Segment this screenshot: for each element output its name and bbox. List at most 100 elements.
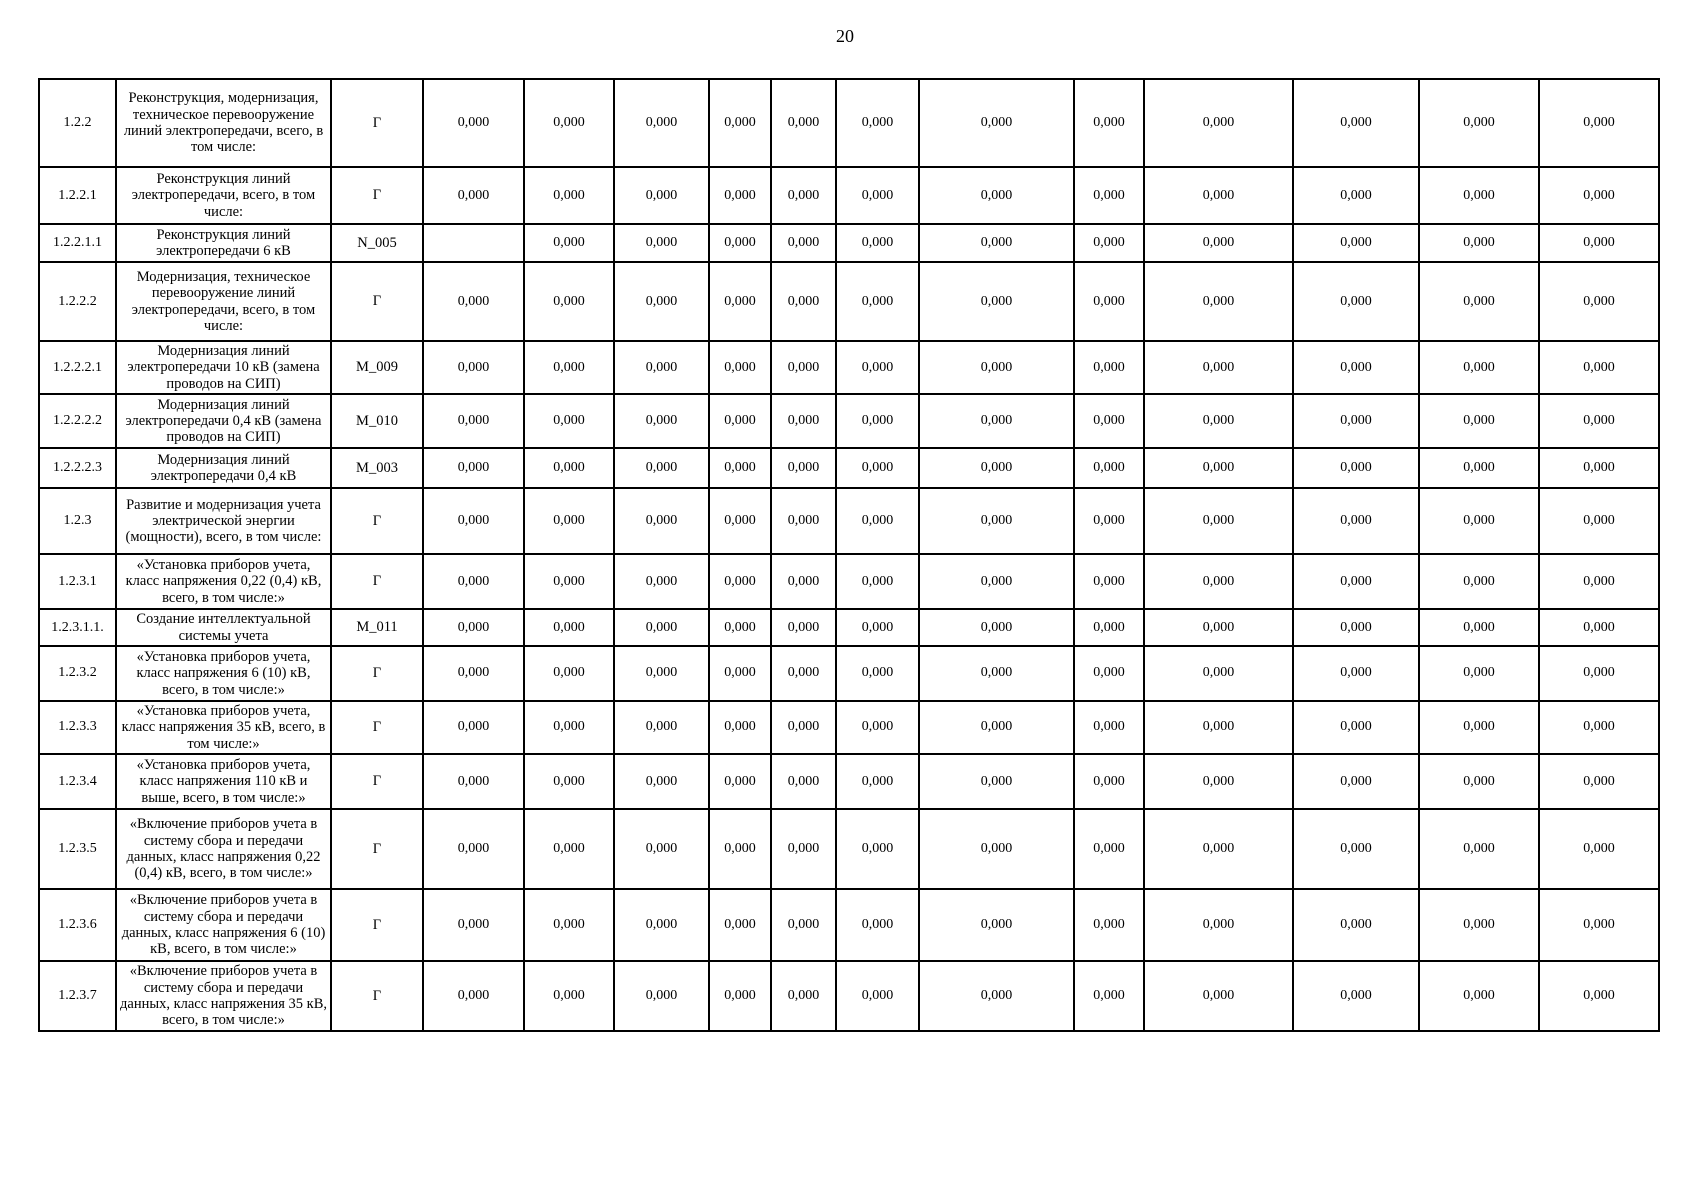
value-cell: 0,000 (422, 960, 525, 1032)
row-number-cell: 1.2.3.7 (38, 960, 117, 1032)
value-cell: 0,000 (835, 339, 920, 396)
row-number-cell: 1.2.2.1 (38, 166, 117, 225)
value-cell: 0,000 (422, 447, 525, 490)
value-cell: 0,000 (918, 753, 1075, 810)
value-cell: 0,000 (1538, 644, 1660, 702)
value-cell: 0,000 (523, 888, 615, 962)
value-cell: 0,000 (422, 166, 525, 225)
value-cell (422, 223, 525, 263)
value-cell: 0,000 (708, 644, 772, 702)
table-row: 1.2.3.1.1. Создание интеллектуальной сист… (38, 608, 1660, 647)
value-cell: 0,000 (770, 644, 837, 702)
value-cell: 0,000 (708, 223, 772, 263)
value-cell: 0,000 (523, 644, 615, 702)
value-cell: 0,000 (1143, 223, 1294, 263)
code-cell: M_003 (330, 447, 424, 490)
value-cell: 0,000 (613, 699, 710, 756)
value-cell: 0,000 (523, 808, 615, 890)
value-cell: 0,000 (918, 960, 1075, 1032)
value-cell: 0,000 (1538, 487, 1660, 556)
code-cell: Г (330, 78, 424, 168)
row-number-cell: 1.2.2 (38, 78, 117, 168)
value-cell: 0,000 (918, 339, 1075, 396)
row-number-cell: 1.2.2.2.1 (38, 339, 117, 396)
table-row: 1.2.2 Реконструкция, модернизация, технич… (38, 78, 1660, 168)
row-number-cell: 1.2.3.3 (38, 699, 117, 756)
value-cell: 0,000 (1143, 699, 1294, 756)
value-cell: 0,000 (1292, 644, 1420, 702)
row-number-cell: 1.2.3.1 (38, 553, 117, 611)
value-cell: 0,000 (1073, 447, 1145, 490)
description-cell: Модернизация линий электропередачи 0,4 к… (115, 447, 332, 490)
value-cell: 0,000 (770, 447, 837, 490)
value-cell: 0,000 (523, 78, 615, 168)
value-cell: 0,000 (708, 78, 772, 168)
value-cell: 0,000 (1538, 261, 1660, 342)
value-cell: 0,000 (1073, 339, 1145, 396)
value-cell: 0,000 (1538, 223, 1660, 263)
investment-program-table: 1.2.2 Реконструкция, модернизация, технич… (38, 78, 1660, 1032)
row-number-cell: 1.2.2.2 (38, 261, 117, 342)
description-cell: «Установка приборов учета, класс напряже… (115, 553, 332, 611)
value-cell: 0,000 (422, 808, 525, 890)
code-cell: Г (330, 553, 424, 611)
table-row: 1.2.3.1 «Установка приборов учета, класс … (38, 553, 1660, 611)
row-number-cell: 1.2.3.1.1. (38, 608, 117, 647)
value-cell: 0,000 (1073, 888, 1145, 962)
table-row: 1.2.2.2.3 Модернизация линий электроперед… (38, 447, 1660, 490)
value-cell: 0,000 (1538, 166, 1660, 225)
code-cell: Г (330, 699, 424, 756)
value-cell: 0,000 (835, 553, 920, 611)
value-cell: 0,000 (1292, 960, 1420, 1032)
value-cell: 0,000 (770, 78, 837, 168)
value-cell: 0,000 (708, 808, 772, 890)
value-cell: 0,000 (770, 393, 837, 450)
value-cell: 0,000 (770, 166, 837, 225)
row-number-cell: 1.2.3.5 (38, 808, 117, 890)
value-cell: 0,000 (523, 223, 615, 263)
value-cell: 0,000 (422, 753, 525, 810)
code-cell: Г (330, 261, 424, 342)
value-cell: 0,000 (918, 166, 1075, 225)
value-cell: 0,000 (1418, 699, 1540, 756)
value-cell: 0,000 (422, 888, 525, 962)
description-cell: Реконструкция, модернизация, техническое… (115, 78, 332, 168)
value-cell: 0,000 (1418, 553, 1540, 611)
value-cell: 0,000 (1143, 487, 1294, 556)
value-cell: 0,000 (770, 608, 837, 647)
value-cell: 0,000 (1538, 960, 1660, 1032)
value-cell: 0,000 (918, 78, 1075, 168)
table-row: 1.2.2.2 Модернизация, техническое перевоо… (38, 261, 1660, 342)
row-number-cell: 1.2.2.2.3 (38, 447, 117, 490)
value-cell: 0,000 (835, 960, 920, 1032)
value-cell: 0,000 (918, 261, 1075, 342)
value-cell: 0,000 (1143, 339, 1294, 396)
value-cell: 0,000 (918, 393, 1075, 450)
value-cell: 0,000 (708, 261, 772, 342)
value-cell: 0,000 (1143, 393, 1294, 450)
value-cell: 0,000 (708, 699, 772, 756)
value-cell: 0,000 (523, 553, 615, 611)
value-cell: 0,000 (1143, 261, 1294, 342)
value-cell: 0,000 (422, 553, 525, 611)
value-cell: 0,000 (523, 447, 615, 490)
value-cell: 0,000 (1073, 960, 1145, 1032)
value-cell: 0,000 (523, 960, 615, 1032)
value-cell: 0,000 (918, 699, 1075, 756)
table-row: 1.2.3 Развитие и модернизация учета элект… (38, 487, 1660, 556)
code-cell: Г (330, 960, 424, 1032)
value-cell: 0,000 (708, 393, 772, 450)
value-cell: 0,000 (918, 553, 1075, 611)
value-cell: 0,000 (770, 553, 837, 611)
value-cell: 0,000 (523, 261, 615, 342)
value-cell: 0,000 (1418, 808, 1540, 890)
row-number-cell: 1.2.3 (38, 487, 117, 556)
value-cell: 0,000 (1538, 553, 1660, 611)
table-row: 1.2.3.3 «Установка приборов учета, класс … (38, 699, 1660, 756)
value-cell: 0,000 (770, 699, 837, 756)
description-cell: Модернизация линий электропередачи 10 кВ… (115, 339, 332, 396)
value-cell: 0,000 (613, 487, 710, 556)
value-cell: 0,000 (918, 447, 1075, 490)
page-number: 20 (836, 26, 854, 46)
description-cell: «Включение приборов учета в систему сбор… (115, 888, 332, 962)
